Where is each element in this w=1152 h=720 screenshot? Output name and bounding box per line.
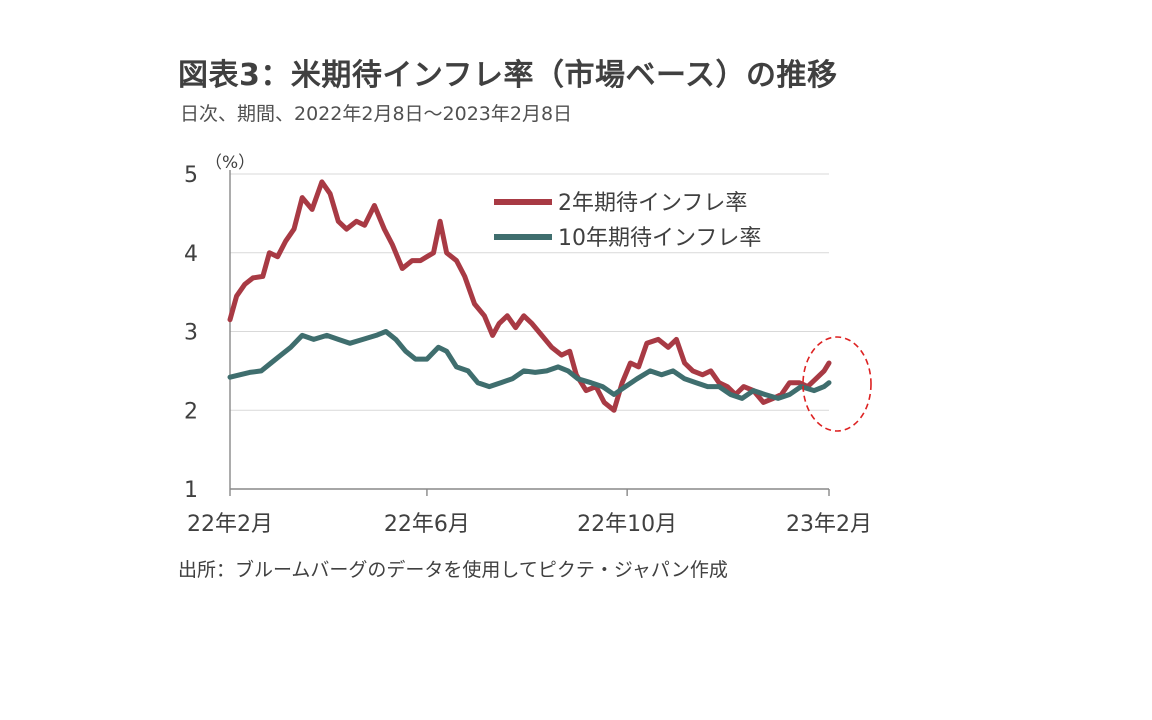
gridlines (230, 173, 829, 411)
y-unit-label: （%） (205, 153, 255, 173)
legend-label-1: 10年期待インフレ率 (558, 226, 761, 251)
y-tick-label: 2 (184, 399, 198, 424)
x-tick-label-1: 22年6月 (384, 512, 470, 537)
series-line-1 (227, 329, 832, 401)
y-tick-label: 4 (184, 242, 198, 267)
source-note: 出所：ブルームバーグのデータを使用してピクテ・ジャパン作成 (178, 559, 728, 581)
chart-subtitle: 日次、期間、2022年2月8日～2023年2月8日 (180, 103, 573, 125)
y-tick-label: 3 (184, 321, 198, 346)
y-tick-label: 1 (184, 478, 198, 503)
legend: 2年期待インフレ率 10年期待インフレ率 (494, 191, 761, 251)
x-tick-label-0: 22年2月 (187, 512, 273, 537)
series-lines (227, 179, 832, 413)
legend-label-0: 2年期待インフレ率 (558, 191, 747, 216)
chart-title: 図表3：米期待インフレ率（市場ベース）の推移 (178, 58, 838, 93)
highlight-circle (802, 336, 872, 432)
y-tick-label: 5 (184, 163, 198, 188)
x-tick-label-3: 23年2月 (786, 512, 872, 537)
x-tick-label-2: 22年10月 (577, 512, 677, 537)
series-line-0 (227, 179, 832, 413)
axes: 1 2 3 4 5 （%） 22年2月 22年6月 22年10月 23年2月 (184, 153, 872, 537)
